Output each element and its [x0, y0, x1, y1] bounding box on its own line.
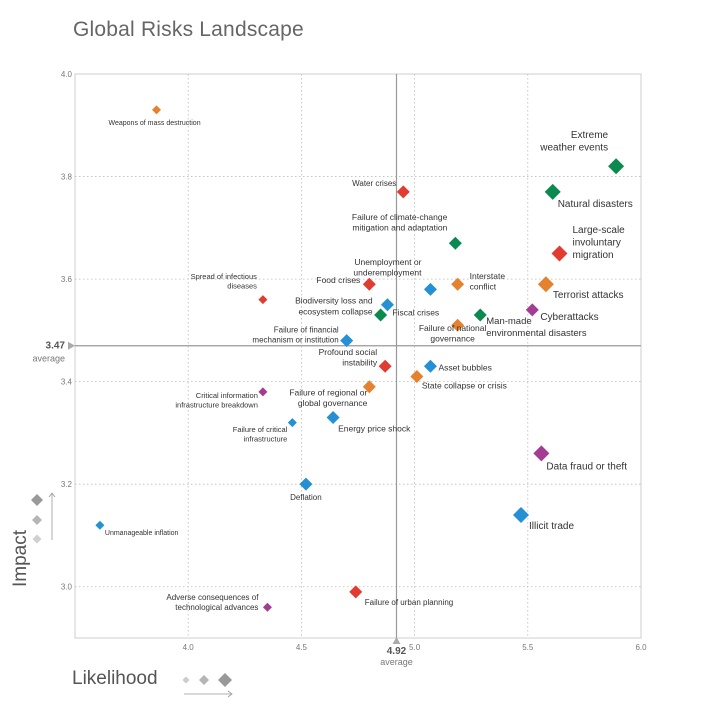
risk-point-illicit-trade: [513, 506, 530, 523]
risk-label: Terrorist attacks: [553, 290, 624, 301]
x-axis-title: Likelihood: [72, 668, 158, 689]
x-tick-label: 4.0: [183, 643, 195, 652]
risk-point-adverse-consequences-of-technological-advances: [262, 602, 272, 612]
risk-point-failure-of-regional-or-global-governance: [362, 380, 376, 394]
y-tick-label: 3.6: [61, 275, 73, 284]
risk-point-failure-of-financial-mechanism-or-institution: [340, 334, 354, 348]
risk-label: Unmanageable inflation: [105, 530, 179, 537]
risk-point-food-crises: [362, 277, 376, 291]
risk-label: Interstate conflict: [470, 271, 506, 292]
chart-title: Global Risks Landscape: [73, 18, 304, 41]
x-tick-label: 5.5: [522, 643, 534, 652]
risk-point-unemployment-or-underemployment: [423, 282, 437, 296]
risk-point-man-made-environmental-disasters: [473, 308, 487, 322]
risk-point-cyberattacks: [525, 303, 539, 317]
risk-label: Failure of national governance: [419, 323, 487, 344]
risk-point-asset-bubbles: [423, 359, 437, 373]
risk-label: Weapons of mass destruction: [109, 120, 201, 127]
risk-point-failure-of-urban-planning: [349, 585, 363, 599]
y-tick-label: 3.0: [61, 583, 73, 592]
risk-label: Failure of financial mechanism or institu…: [252, 326, 338, 345]
risk-label: Food crises: [316, 275, 360, 285]
risk-label: Large-scale involuntary migration: [572, 225, 625, 261]
risk-point-failure-of-climate-change-mitigation-and-adaptation: [448, 236, 462, 250]
y-tick-label: 3.8: [61, 173, 73, 182]
risk-label: Failure of regional or global governance: [289, 387, 367, 408]
risk-label: State collapse or crisis: [422, 381, 507, 391]
impact-size-legend-marker: [31, 494, 43, 506]
risk-label: Spread of infectious diseases: [191, 272, 258, 290]
risk-label: Natural disasters: [558, 199, 633, 210]
risk-point-terrorist-attacks: [537, 276, 554, 293]
risk-point-interstate-conflict: [451, 277, 465, 291]
impact-size-legend-marker: [32, 515, 42, 525]
risk-label: Adverse consequences of technological adv…: [166, 593, 259, 612]
x-tick-label: 4.5: [296, 643, 308, 652]
risk-point-large-scale-involuntary-migration: [551, 245, 568, 262]
impact-legend-arrowhead: [48, 492, 56, 498]
risk-point-natural-disasters: [544, 183, 561, 200]
risk-label: Critical information infrastructure break…: [175, 391, 258, 409]
risk-label: Man-made environmental disasters: [486, 316, 587, 339]
likelihood-size-legend-marker: [218, 673, 232, 687]
plot-frame: [74, 73, 642, 639]
likelihood-size-legend-marker: [199, 675, 209, 685]
risk-label: Energy price shock: [338, 424, 411, 434]
risk-point-critical-information-infrastructure-breakdown: [258, 387, 268, 397]
average-y-caption: average: [32, 354, 65, 364]
risk-label: Extreme weather events: [539, 130, 608, 154]
risk-point-weapons-of-mass-destruction: [152, 105, 162, 115]
risk-label: Failure of urban planning: [365, 598, 454, 607]
y-tick-label: 3.2: [61, 480, 73, 489]
risk-point-failure-of-national-governance: [451, 318, 465, 332]
x-tick-label: 6.0: [635, 643, 647, 652]
risk-point-deflation: [299, 477, 313, 491]
average-y-marker: [68, 341, 75, 350]
likelihood-legend-arrowhead: [227, 690, 233, 698]
risk-point-spread-of-infectious-diseases: [258, 295, 268, 305]
risk-label: Deflation: [290, 493, 322, 502]
y-tick-label: 4.0: [61, 70, 73, 79]
risk-label: Failure of climate-change mitigation and …: [352, 212, 448, 233]
risk-point-biodiversity-loss-and-ecosystem-collapse: [374, 308, 388, 322]
risk-label: Illicit trade: [529, 521, 574, 532]
risk-label: Cyberattacks: [540, 312, 598, 323]
risk-label: Water crises: [352, 179, 396, 188]
risk-point-data-fraud-or-theft: [533, 445, 550, 462]
average-y-value: 3.47: [46, 341, 66, 352]
risk-point-state-collapse-or-crisis: [410, 370, 424, 384]
risk-point-profound-social-instability: [378, 359, 392, 373]
risk-point-failure-of-critical-infrastructure: [287, 418, 297, 428]
risk-label: Fiscal crises: [392, 308, 439, 318]
risk-point-unmanageable-inflation: [95, 520, 105, 530]
risk-label: Unemployment or underemployment: [353, 257, 422, 278]
risk-point-fiscal-crises: [380, 298, 394, 312]
risk-label: Profound social instability: [319, 347, 378, 368]
risk-label: Data fraud or theft: [546, 461, 627, 472]
y-axis-title: Impact: [10, 529, 31, 587]
x-tick-label: 5.0: [409, 643, 421, 652]
average-x-caption: average: [380, 657, 413, 667]
risk-point-energy-price-shock: [326, 411, 340, 425]
average-x-marker: [392, 637, 401, 644]
risk-label: Biodiversity loss and ecosystem collapse: [295, 296, 373, 317]
risk-point-water-crises: [396, 185, 410, 199]
risk-point-extreme-weather-events: [608, 158, 625, 175]
risk-label: Failure of critical infrastructure: [233, 425, 288, 443]
risk-label: Asset bubbles: [438, 362, 491, 372]
y-tick-label: 3.4: [61, 378, 73, 387]
average-x-value: 4.92: [387, 646, 407, 657]
impact-size-legend-marker: [32, 534, 42, 544]
likelihood-size-legend-marker: [182, 676, 190, 684]
